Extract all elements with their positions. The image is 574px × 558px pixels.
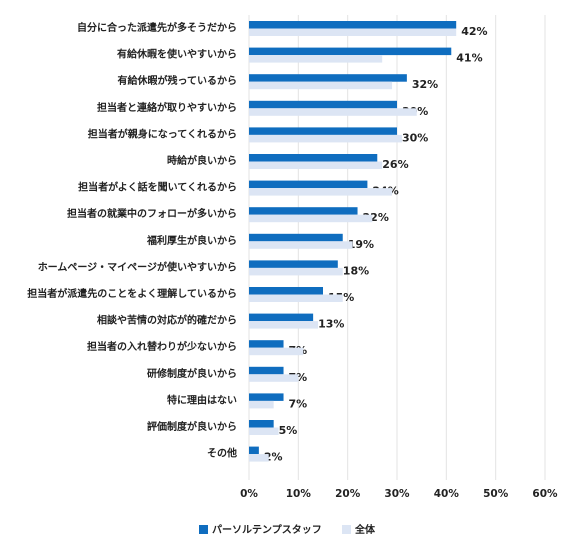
bar [249,21,457,29]
value-label: 13% [318,318,344,331]
bar [249,294,343,302]
bar [249,154,378,162]
category-label: 担当者と連絡が取りやすいから [97,101,237,114]
bar [249,188,393,196]
category-label: 相談や苦情の対応が的確だから [97,314,237,327]
legend-label: パーソルテンプスタッフ [212,523,322,536]
bar [249,366,284,375]
bar [249,393,284,401]
bar [249,260,338,268]
category-label: ホームページ・マイページが使いやすいから [38,260,237,273]
category-label: 特に理由はない [167,393,237,406]
x-tick-label: 40% [434,488,460,500]
bar [249,180,368,189]
bar [249,28,457,36]
bar [249,287,323,295]
bar [249,127,397,135]
bar [249,207,358,215]
category-label: その他 [207,447,237,460]
bar [249,233,343,242]
category-label: 有給休暇を使いやすいから [117,48,237,61]
category-label: 自分に合った派遣先が多そうだから [77,21,237,34]
bar [249,400,274,409]
category-label: 担当者の入れ替わりが少ないから [87,340,237,353]
value-label: 41% [456,52,482,65]
bar [249,55,383,63]
x-tick-label: 0% [240,488,258,500]
value-label: 18% [343,264,369,277]
bar [249,454,269,462]
category-label: 評価制度が良いから [147,420,237,433]
bar [249,134,402,143]
category-label: 有給休暇が残っているから [118,74,238,87]
value-label: 5% [279,424,298,437]
bar [249,100,397,109]
bar [249,241,353,249]
category-label: 研修制度が良いから [147,367,237,380]
category-label: 時給が良いから [167,154,237,167]
bar [249,446,259,455]
bar [249,420,274,428]
value-label: 7% [289,397,308,410]
legend-swatch [342,525,351,534]
bar [249,340,284,348]
category-label: 担当者の就業中のフォローが多いから [67,207,237,220]
bar [249,47,452,56]
legend-label: 全体 [354,523,376,536]
bar [249,313,314,322]
category-label: 担当者が派遣先のことをよく理解しているから [27,287,237,300]
bar [249,161,383,169]
bar [249,427,279,435]
bar [249,214,373,223]
bar [249,374,299,382]
value-label: 19% [348,238,374,251]
x-tick-label: 30% [384,488,410,500]
x-tick-label: 50% [483,488,509,500]
value-label: 30% [402,131,428,144]
bar [249,81,393,90]
x-tick-label: 20% [335,488,361,500]
x-tick-label: 60% [532,488,558,500]
value-label: 32% [412,78,438,91]
legend-swatch [199,525,208,534]
bar [249,347,304,356]
bar [249,108,417,116]
category-label: 担当者が親身になってくれるから [88,127,237,140]
value-label: 42% [461,25,487,38]
x-tick-label: 10% [286,488,312,500]
category-label: 福利厚生が良いから [146,234,237,247]
category-label: 担当者がよく話を聞いてくれるから [78,181,237,194]
bar [249,321,319,329]
bar [249,267,343,276]
value-label: 26% [382,158,408,171]
bar [249,74,407,82]
